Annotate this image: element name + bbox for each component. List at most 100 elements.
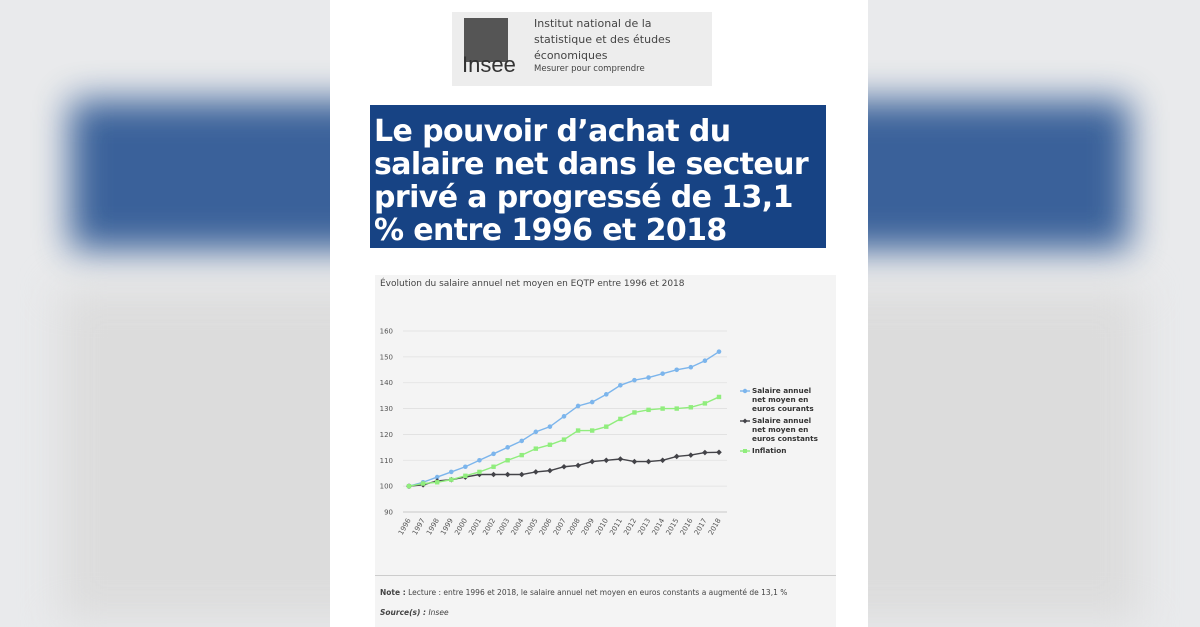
point xyxy=(646,375,651,380)
x-tick-label: 2008 xyxy=(566,517,582,536)
x-tick-label: 1998 xyxy=(425,517,441,536)
x-tick-label: 2000 xyxy=(453,517,469,536)
point xyxy=(646,407,651,413)
legend-marker xyxy=(742,418,748,424)
source-text: Insee xyxy=(428,608,449,617)
point xyxy=(533,469,539,475)
legend-label: Salaire annuel net moyen en euros consta… xyxy=(752,416,818,443)
legend: Salaire annuel net moyen en euros couran… xyxy=(740,386,820,458)
point xyxy=(618,416,623,422)
chart: 9010011012013014015016019961997199819992… xyxy=(380,328,727,537)
point xyxy=(547,424,553,429)
point xyxy=(688,452,694,458)
y-tick-label: 90 xyxy=(384,509,393,517)
point xyxy=(673,453,680,460)
x-tick-label: 2002 xyxy=(481,517,497,536)
x-tick-label: 2009 xyxy=(580,517,596,536)
point xyxy=(448,469,454,475)
point xyxy=(660,371,665,376)
legend-item[interactable]: Salaire annuel net moyen en euros couran… xyxy=(740,386,820,413)
point xyxy=(547,442,553,447)
point xyxy=(491,451,496,457)
note-text: Lecture : entre 1996 et 2018, le salaire… xyxy=(408,588,788,597)
point xyxy=(659,457,666,464)
point xyxy=(660,406,665,411)
point xyxy=(702,401,708,406)
point xyxy=(688,364,694,370)
legend-item[interactable]: Salaire annuel net moyen en euros consta… xyxy=(740,416,820,443)
legend-marker xyxy=(743,449,747,453)
logo-word: Insee xyxy=(462,52,516,77)
point xyxy=(463,464,468,470)
point xyxy=(490,471,497,478)
point xyxy=(589,458,595,465)
point xyxy=(603,392,609,397)
point xyxy=(491,464,496,469)
y-tick-label: 150 xyxy=(380,353,393,361)
source-label: Source(s) : xyxy=(380,608,427,617)
point xyxy=(632,410,637,415)
point xyxy=(561,463,567,470)
x-tick-label: 2007 xyxy=(552,517,568,536)
point xyxy=(505,445,510,450)
point xyxy=(519,438,525,444)
point xyxy=(504,471,511,478)
point xyxy=(518,471,525,478)
chart-panel xyxy=(375,275,836,627)
point xyxy=(674,406,679,411)
y-tick-label: 140 xyxy=(380,379,393,387)
point xyxy=(575,403,581,409)
y-tick-label: 100 xyxy=(380,483,393,491)
x-tick-label: 2017 xyxy=(693,517,709,536)
point xyxy=(674,367,680,373)
x-tick-label: 2005 xyxy=(524,517,540,536)
legend-item[interactable]: Inflation xyxy=(740,446,820,455)
x-tick-label: 1997 xyxy=(411,517,427,536)
point xyxy=(463,473,468,478)
x-tick-label: 2014 xyxy=(651,517,667,537)
x-tick-label: 2004 xyxy=(510,517,526,537)
note: Note : Lecture : entre 1996 et 2018, le … xyxy=(380,588,787,597)
point xyxy=(617,456,624,462)
point xyxy=(420,481,426,486)
y-tick-label: 130 xyxy=(380,405,393,413)
point xyxy=(645,458,652,465)
point xyxy=(561,437,567,442)
point xyxy=(716,394,722,400)
x-tick-label: 1996 xyxy=(397,517,413,537)
legend-label: Salaire annuel net moyen en euros couran… xyxy=(752,386,814,413)
y-tick-label: 120 xyxy=(380,431,393,439)
legend-symbol xyxy=(740,388,750,394)
point xyxy=(688,405,694,410)
logo-mark xyxy=(464,18,508,62)
legend-marker xyxy=(742,388,748,394)
x-tick-label: 2003 xyxy=(496,517,512,536)
tagline: Mesurer pour comprendre xyxy=(534,64,645,74)
x-tick-label: 2016 xyxy=(679,517,695,537)
point xyxy=(603,457,610,464)
x-tick-label: 2006 xyxy=(538,517,554,537)
x-tick-label: 2010 xyxy=(594,517,610,536)
point xyxy=(589,399,595,405)
point xyxy=(519,452,524,458)
point xyxy=(589,428,595,433)
point xyxy=(434,474,440,480)
point xyxy=(406,483,412,489)
x-tick-label: 2012 xyxy=(622,517,638,536)
y-tick-label: 110 xyxy=(380,457,393,465)
point xyxy=(716,349,722,354)
point xyxy=(632,377,637,383)
point xyxy=(716,449,722,456)
x-tick-label: 2001 xyxy=(467,517,483,536)
note-label: Note : xyxy=(380,588,406,597)
institute-name: Institut national de la statistique et d… xyxy=(534,17,671,62)
point xyxy=(631,458,638,465)
x-tick-label: 2013 xyxy=(636,517,652,536)
point xyxy=(575,462,581,469)
point xyxy=(547,467,553,474)
point xyxy=(505,458,510,463)
chart-title: Évolution du salaire annuel net moyen en… xyxy=(380,279,685,289)
point xyxy=(575,428,581,433)
legend-label: Inflation xyxy=(752,446,787,455)
